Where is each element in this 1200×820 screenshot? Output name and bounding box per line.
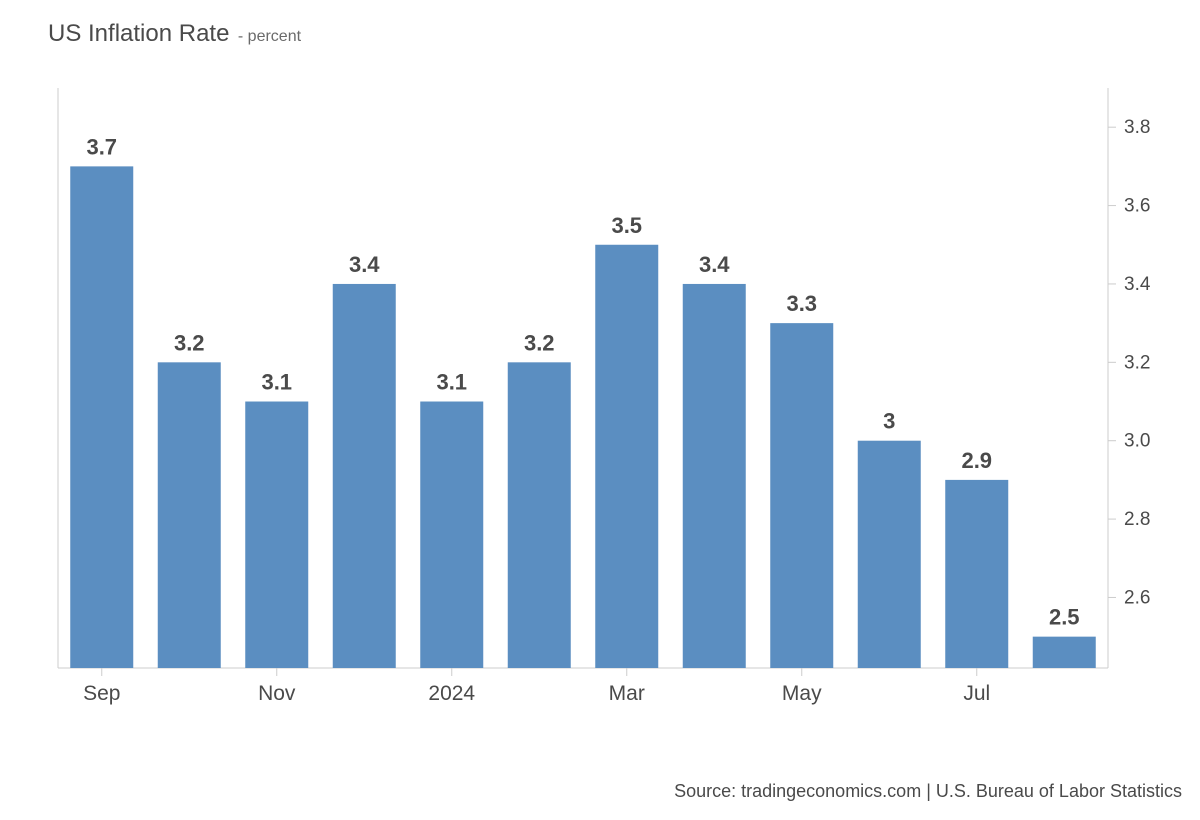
- bar-value-label: 2.9: [961, 448, 992, 473]
- chart-svg: 2.6 2.8 3.0 3.2 3.4 3.6 3.8 3.7 3.2 3.1 3.4 3.1 3.2 3…: [48, 78, 1158, 718]
- bar: [1033, 637, 1096, 668]
- bar: [770, 323, 833, 668]
- bar-value-label: 2.5: [1049, 605, 1080, 630]
- bar: [158, 362, 221, 668]
- x-tick-label: Nov: [258, 682, 296, 705]
- y-tick-label: 2.6: [1124, 587, 1150, 608]
- title-main: US Inflation Rate: [48, 20, 229, 47]
- source-attribution: Source: tradingeconomics.com | U.S. Bure…: [674, 781, 1182, 802]
- y-tick-label: 3.2: [1124, 352, 1150, 373]
- bar: [595, 245, 658, 668]
- bar-value-label: 3.2: [524, 330, 555, 355]
- bar: [70, 166, 133, 668]
- x-tick-label: Jul: [963, 682, 990, 705]
- y-tick-label: 3.0: [1124, 431, 1150, 452]
- bar-value-label: 3.5: [611, 213, 642, 238]
- title-sub: - percent: [238, 28, 301, 45]
- bar-value-label: 3: [883, 409, 895, 434]
- y-tick-label: 3.6: [1124, 196, 1150, 217]
- bar: [420, 402, 483, 668]
- bar: [333, 284, 396, 668]
- bar: [683, 284, 746, 668]
- chart-title: US Inflation Rate - percent: [48, 20, 301, 48]
- y-tick-label: 2.8: [1124, 509, 1150, 530]
- bar-value-label: 3.4: [699, 252, 730, 277]
- x-tick-label: 2024: [428, 682, 475, 705]
- bar-value-label: 3.1: [436, 370, 467, 395]
- inflation-bar-chart: 2.6 2.8 3.0 3.2 3.4 3.6 3.8 3.7 3.2 3.1 3.4 3.1 3.2 3…: [48, 78, 1158, 718]
- y-tick-label: 3.8: [1124, 117, 1150, 138]
- bar-value-label: 3.4: [349, 252, 380, 277]
- bar-value-label: 3.3: [786, 291, 817, 316]
- bar-value-label: 3.7: [86, 134, 117, 159]
- bar: [245, 402, 308, 668]
- x-tick-label: May: [782, 682, 822, 705]
- bar-value-label: 3.2: [174, 330, 205, 355]
- bar: [945, 480, 1008, 668]
- bar-value-label: 3.1: [261, 370, 292, 395]
- x-tick-label: Sep: [83, 682, 120, 705]
- bar: [508, 362, 571, 668]
- y-tick-label: 3.4: [1124, 274, 1151, 295]
- bar: [858, 441, 921, 668]
- x-tick-label: Mar: [609, 682, 645, 705]
